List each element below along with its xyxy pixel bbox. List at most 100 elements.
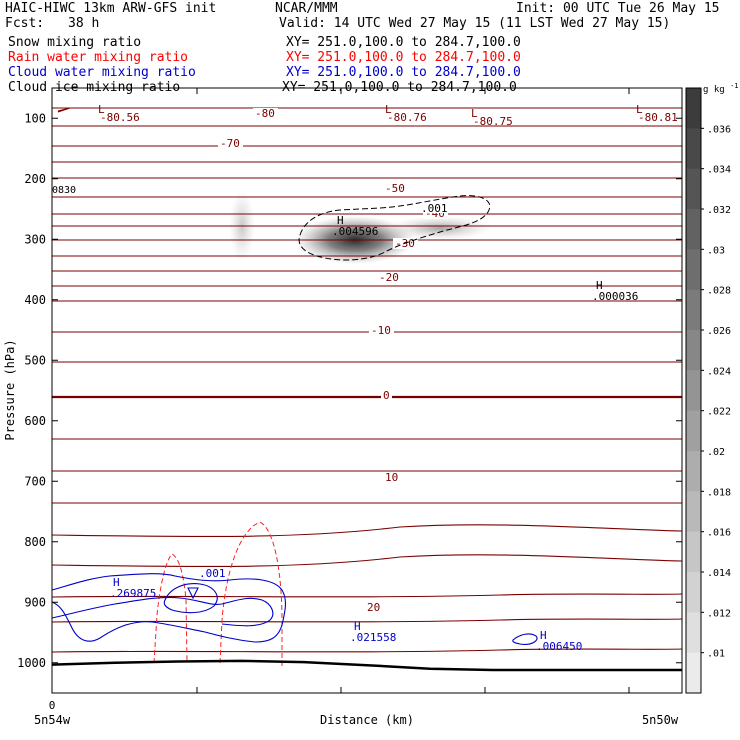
- cloud-water-max-value: .006450: [536, 640, 582, 653]
- pressure-tick-label: 700: [24, 474, 46, 488]
- colorbar-tick-label: .018: [707, 487, 731, 498]
- field-snow-xy: XY= 251.0,100.0 to 284.7,100.0: [286, 35, 521, 50]
- pressure-tick-label: 100: [24, 111, 46, 125]
- pressure-axis-label: Pressure (hPa): [3, 339, 17, 440]
- temperature-low-marker: L: [471, 107, 478, 120]
- colorbar-swatch: [686, 451, 701, 492]
- temperature-contour-line: [51, 618, 683, 623]
- temperature-contour-label: -10: [371, 324, 391, 337]
- temperature-low-value: -80.75: [473, 115, 513, 128]
- distance-end-label: 5n50w: [642, 713, 679, 727]
- snow-max-marker: H: [337, 214, 344, 227]
- pressure-tick-label: 400: [24, 293, 46, 307]
- cloud-water-max-value: .021558: [350, 631, 396, 644]
- snow-max-value: .004596: [332, 225, 378, 238]
- colorbar-tick-label: .036: [707, 124, 731, 135]
- rain-water-contours: [153, 521, 283, 668]
- cloud-water-max-value: .269875: [110, 587, 156, 600]
- colorbar-tick-label: .028: [707, 286, 731, 297]
- snow-secondary-max-marker: H: [596, 279, 603, 292]
- colorbar-swatch: [686, 249, 701, 291]
- pressure-tick-label: 300: [24, 232, 46, 246]
- colorbar-tick-label: .022: [707, 407, 731, 418]
- temperature-low-marker: L: [98, 103, 105, 116]
- pressure-tick-label: 200: [24, 172, 46, 186]
- temperature-low-value: -80.81: [638, 111, 678, 124]
- colorbar-swatch: [686, 88, 701, 129]
- distance-axis-label: Distance (km): [320, 713, 414, 727]
- colorbar-unit: g kg -1: [703, 82, 739, 95]
- field-cloud-water-name: Cloud water mixing ratio: [8, 65, 196, 80]
- colorbar-swatch: [686, 370, 701, 412]
- temperature-contour-line: [51, 554, 683, 568]
- temperature-contour-line: [51, 524, 683, 538]
- temperature-contour-label: 20: [367, 601, 380, 614]
- temperature-contour-label: 10: [385, 471, 398, 484]
- colorbar-swatch: [686, 410, 701, 452]
- pressure-tick-label: 800: [24, 535, 46, 549]
- forecast-hour: 38 h: [68, 16, 100, 31]
- temperature-low-marker: L: [385, 103, 392, 116]
- colorbar-tick-label: .026: [707, 326, 731, 337]
- colorbar-swatch: [686, 128, 701, 170]
- colorbar-tick-label: .02: [707, 447, 725, 458]
- snow-contour: [298, 195, 491, 261]
- colorbar-swatch: [686, 612, 701, 654]
- pressure-axis: 1002003004005006007008009001000Pressure …: [3, 111, 682, 670]
- temperature-low-value: -80.56: [100, 111, 140, 124]
- colorbar-tick-label: .03: [707, 245, 725, 256]
- init-time: Init: 00 UTC Tue 26 May 15: [516, 1, 720, 16]
- temperature-low-marker: L: [636, 103, 643, 116]
- cloud-water-max-marker: H: [540, 629, 547, 642]
- colorbar-tick-label: .012: [707, 608, 731, 619]
- field-snow-name: Snow mixing ratio: [8, 35, 142, 50]
- cloud-water-contour-label: .001: [199, 567, 226, 580]
- pressure-tick-label: 900: [24, 595, 46, 609]
- colorbar-tick-label: .016: [707, 528, 731, 539]
- colorbar-swatch: [686, 168, 701, 210]
- colorbar: .036 .034 .032 .03 .028 .026 .024 .022 .02 .018 .0…: [685, 82, 739, 694]
- temperature-contours: [51, 107, 683, 653]
- colorbar-swatch: [686, 531, 701, 573]
- valid-time: Valid: 14 UTC Wed 27 May 15 (11 LST Wed …: [279, 16, 671, 31]
- cloud-water-max-marker: H: [113, 576, 120, 589]
- snow-contour-label: .001: [421, 202, 448, 215]
- agency-label: NCAR/MMM: [275, 1, 338, 16]
- colorbar-swatch: [686, 209, 701, 250]
- colorbar-swatch: [686, 652, 701, 694]
- temperature-edge-label: 0830: [52, 185, 76, 196]
- pressure-tick-label: 1000: [17, 656, 46, 670]
- cloud-water-max-marker: H: [354, 620, 361, 633]
- field-rain-xy: XY= 251.0,100.0 to 284.7,100.0: [286, 50, 521, 65]
- temperature-contour-label: -20: [379, 271, 399, 284]
- colorbar-swatch: [686, 330, 701, 371]
- forecast-label: Fcst:: [5, 16, 45, 31]
- pressure-tick-label: 500: [24, 353, 46, 367]
- model-title: HAIC-HIWC 13km ARW-GFS init: [5, 1, 217, 16]
- temperature-contour-label: -50: [385, 182, 405, 195]
- distance-start-label: 5n54w: [34, 713, 71, 727]
- temperature-contour-label: -70: [220, 137, 240, 150]
- distance-tick-label: 0: [49, 699, 56, 712]
- temperature-contour-line: [51, 648, 683, 653]
- colorbar-swatch: [686, 289, 701, 331]
- pressure-tick-label: 600: [24, 414, 46, 428]
- temperature-low-value: -80.76: [387, 111, 427, 124]
- plot-frame: [51, 87, 683, 694]
- terrain-surface-line: [51, 659, 682, 672]
- colorbar-tick-label: .024: [707, 366, 731, 377]
- temperature-contour-label: -80: [255, 107, 275, 120]
- field-rain-name: Rain water mixing ratio: [8, 50, 189, 65]
- colorbar-swatch: [686, 572, 701, 613]
- colorbar-swatch: [686, 491, 701, 533]
- colorbar-tick-label: .014: [707, 568, 731, 579]
- temperature-contour-label: 0: [383, 389, 390, 402]
- colorbar-tick-label: .032: [707, 205, 731, 216]
- field-cloud-water-xy: XY= 251.0,100.0 to 284.7,100.0: [286, 65, 521, 80]
- snow-secondary-max-value: .000036: [592, 290, 638, 303]
- colorbar-tick-label: .01: [707, 649, 725, 660]
